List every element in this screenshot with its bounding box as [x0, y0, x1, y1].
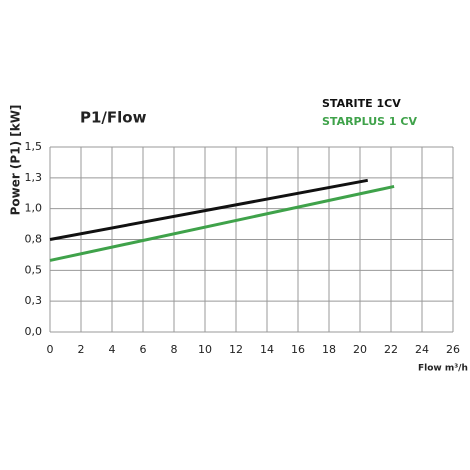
x-tick-label: 2: [78, 343, 85, 356]
y-axis-label: Power (P1) [kW]: [9, 105, 23, 216]
line: [49, 178, 369, 241]
x-tick-label: 10: [198, 343, 212, 356]
x-tick-label: 8: [171, 343, 178, 356]
y-tick-label: 1,0: [25, 202, 43, 215]
x-tick-label: 12: [229, 343, 243, 356]
y-tick-label: 0,8: [25, 233, 43, 246]
x-tick-label: 24: [415, 343, 429, 356]
line: [49, 185, 395, 262]
x-tick-label: 0: [47, 343, 54, 356]
y-tick-label: 0,5: [25, 263, 43, 276]
y-tick-label: 1,5: [25, 140, 43, 153]
x-tick-label: 18: [322, 343, 336, 356]
legend-entry: STARPLUS 1 CV: [322, 115, 417, 128]
chart-title: P1/Flow: [80, 109, 147, 127]
x-tick-label: 26: [446, 343, 460, 356]
x-tick-label: 6: [140, 343, 147, 356]
y-tick-label: 0,3: [25, 294, 43, 307]
x-tick-label: 20: [353, 343, 367, 356]
legend-entry: STARITE 1CV: [322, 97, 401, 110]
x-tick-label: 14: [260, 343, 274, 356]
x-tick-label: 16: [291, 343, 305, 356]
x-tick-label: 4: [109, 343, 116, 356]
y-tick-label: 1,3: [25, 171, 43, 184]
y-tick-label: 0,0: [25, 325, 43, 338]
x-axis-label: Flow m³/h: [418, 364, 468, 374]
x-tick-label: 22: [384, 343, 398, 356]
